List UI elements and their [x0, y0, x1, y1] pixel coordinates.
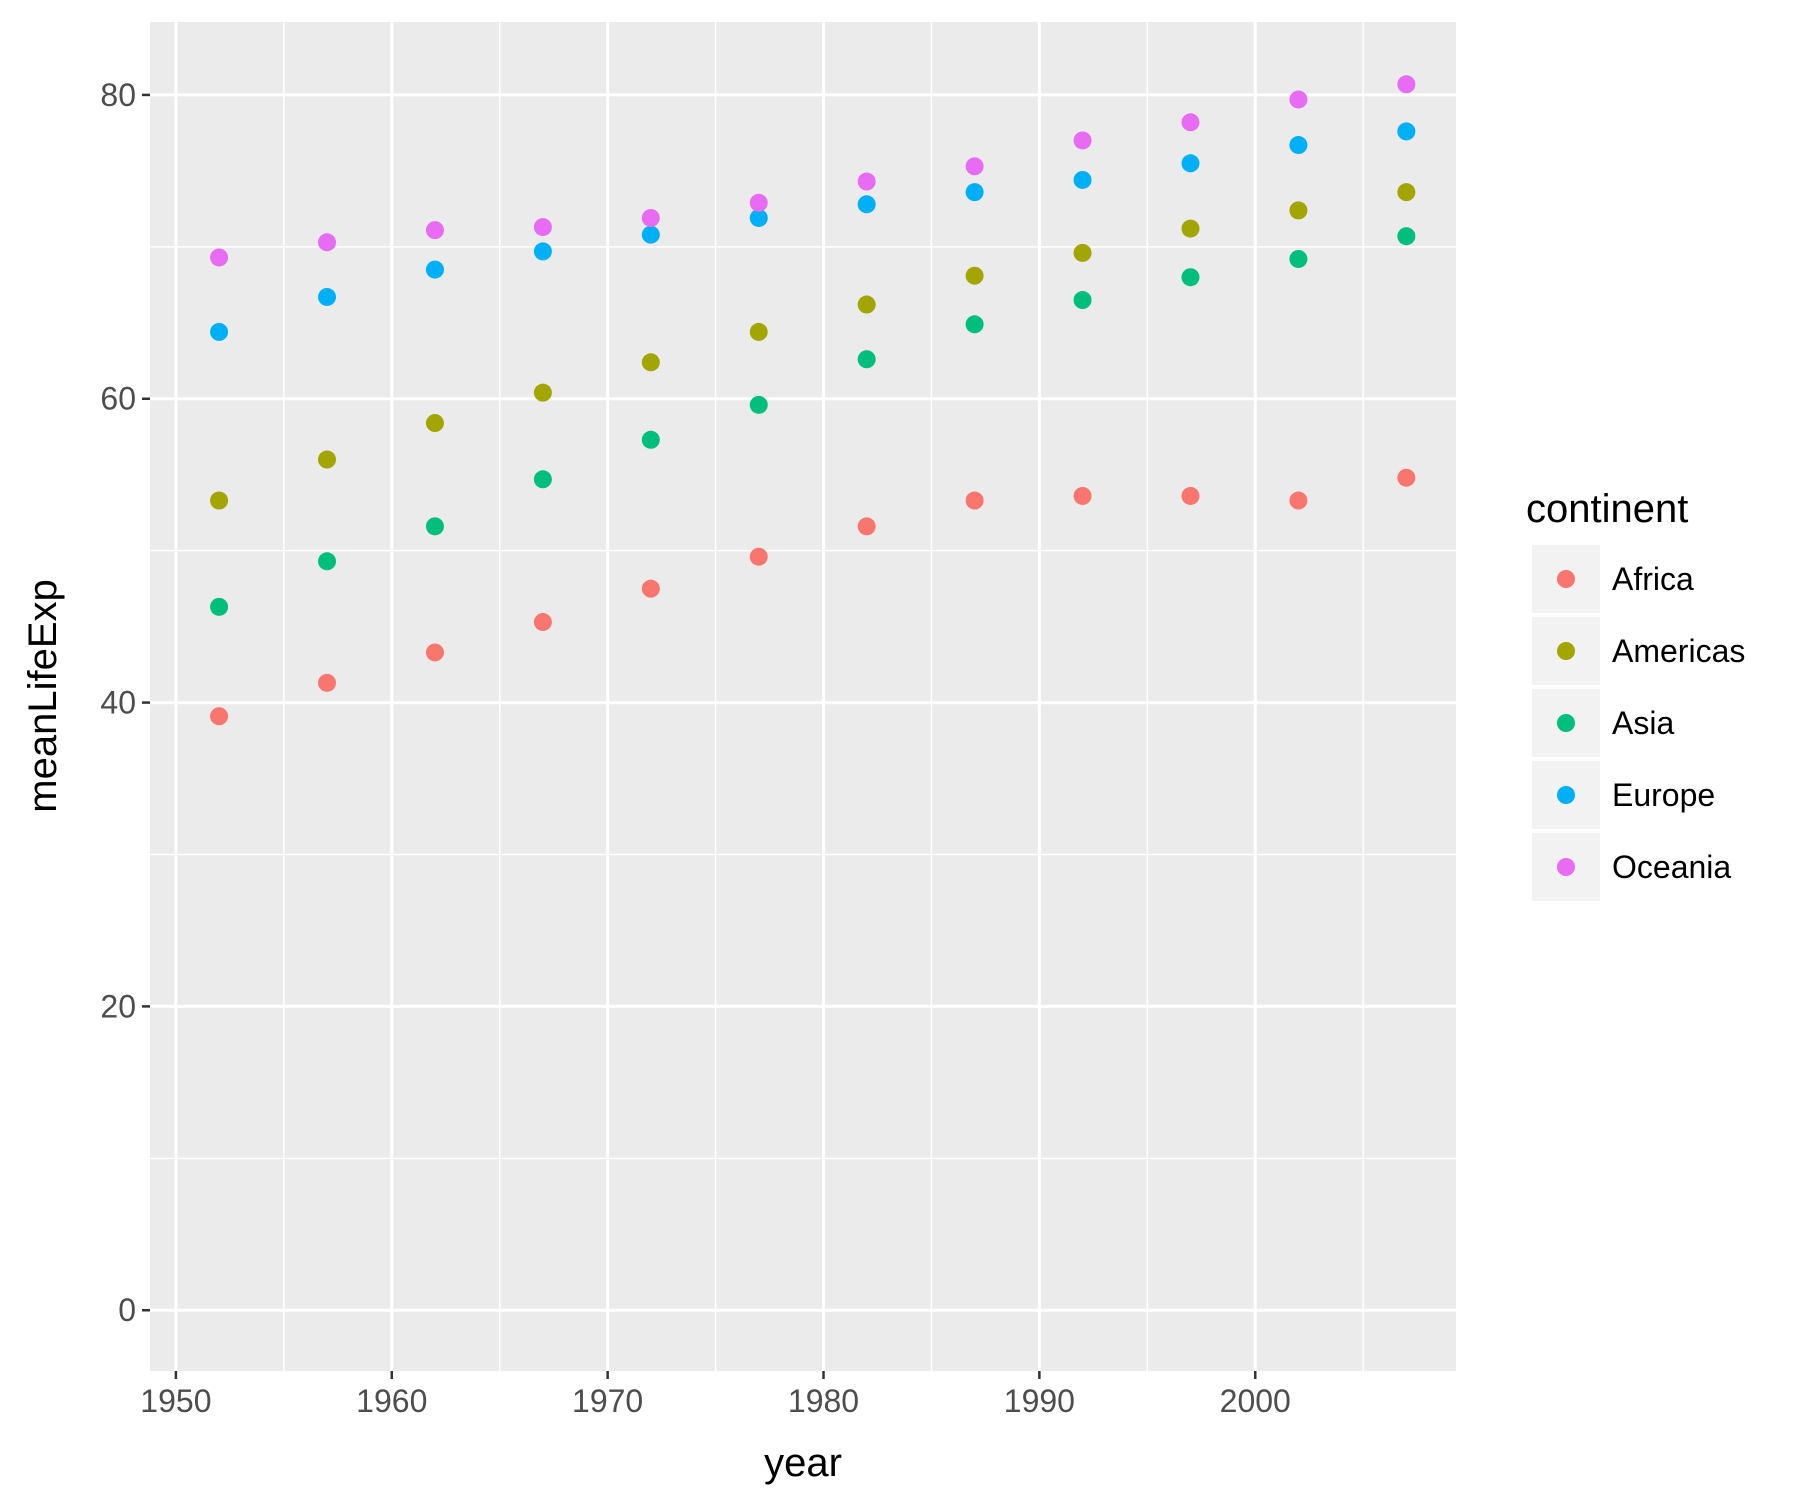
data-points: [210, 75, 1416, 726]
point-oceania: [210, 248, 229, 267]
y-tick-label: 20: [100, 988, 136, 1024]
legend-marker-europe: [1557, 786, 1575, 804]
point-europe: [749, 208, 768, 227]
point-europe: [965, 183, 984, 202]
legend-label-asia: Asia: [1612, 705, 1674, 741]
point-africa: [965, 491, 984, 510]
x-tick-label: 1950: [140, 1383, 211, 1419]
y-tick-label: 40: [100, 685, 136, 721]
point-americas: [965, 266, 984, 285]
major-gridlines: [150, 22, 1456, 1371]
x-tick-label: 1990: [1004, 1383, 1075, 1419]
y-axis: 0 20 40 60 80: [100, 77, 150, 1328]
point-africa: [533, 613, 552, 632]
y-tick-label: 60: [100, 381, 136, 417]
x-tick-label: 2000: [1220, 1383, 1291, 1419]
point-oceania: [533, 218, 552, 237]
point-asia: [1289, 249, 1308, 268]
point-americas: [1181, 219, 1200, 238]
point-americas: [857, 295, 876, 314]
point-oceania: [1181, 113, 1200, 132]
legend: continent Africa Americas Asia Europe Oceani…: [1526, 487, 1745, 901]
point-europe: [857, 195, 876, 214]
legend-label-europe: Europe: [1612, 777, 1715, 813]
point-africa: [857, 517, 876, 536]
point-europe: [1181, 154, 1200, 173]
point-asia: [533, 470, 552, 489]
point-asia: [749, 395, 768, 414]
legend-marker-americas: [1557, 642, 1575, 660]
y-tick-label: 80: [100, 77, 136, 113]
x-tick-label: 1970: [572, 1383, 643, 1419]
point-asia: [425, 517, 444, 536]
legend-label-americas: Americas: [1612, 633, 1745, 669]
point-americas: [1397, 183, 1416, 202]
point-oceania: [857, 172, 876, 191]
point-americas: [1073, 243, 1092, 262]
point-europe: [318, 287, 337, 306]
point-africa: [749, 547, 768, 566]
point-africa: [1181, 486, 1200, 505]
point-americas: [318, 450, 337, 469]
point-asia: [965, 315, 984, 334]
x-tick-label: 1980: [788, 1383, 859, 1419]
point-oceania: [965, 157, 984, 176]
point-americas: [210, 491, 229, 510]
point-americas: [533, 383, 552, 402]
point-americas: [425, 414, 444, 433]
point-europe: [210, 322, 229, 341]
point-asia: [1397, 227, 1416, 246]
point-europe: [533, 242, 552, 261]
plot-panel: [150, 22, 1456, 1371]
point-asia: [1181, 268, 1200, 287]
point-asia: [857, 350, 876, 369]
minor-gridlines: [150, 22, 1456, 1371]
point-europe: [1289, 136, 1308, 155]
point-oceania: [1073, 131, 1092, 150]
point-africa: [318, 673, 337, 692]
point-oceania: [641, 208, 660, 227]
legend-marker-africa: [1557, 570, 1575, 588]
x-tick-label: 1960: [356, 1383, 427, 1419]
point-asia: [210, 597, 229, 616]
y-axis-title: meanLifeExp: [21, 579, 65, 812]
point-americas: [749, 322, 768, 341]
point-africa: [425, 643, 444, 662]
legend-marker-asia: [1557, 714, 1575, 732]
point-oceania: [749, 193, 768, 212]
legend-label-oceania: Oceania: [1612, 849, 1731, 885]
point-americas: [1289, 201, 1308, 220]
point-europe: [641, 225, 660, 244]
point-oceania: [425, 221, 444, 240]
point-europe: [1073, 170, 1092, 189]
point-africa: [1289, 491, 1308, 510]
point-asia: [318, 552, 337, 571]
point-africa: [641, 579, 660, 598]
x-axis: 1950 1960 1970 1980 1990 2000: [140, 1371, 1291, 1419]
legend-title: continent: [1526, 487, 1688, 531]
y-tick-label: 0: [118, 1292, 136, 1328]
point-oceania: [1289, 90, 1308, 109]
point-africa: [1073, 486, 1092, 505]
legend-marker-oceania: [1557, 858, 1575, 876]
point-europe: [1397, 122, 1416, 141]
point-oceania: [1397, 75, 1416, 94]
point-africa: [1397, 468, 1416, 487]
point-africa: [210, 707, 229, 726]
point-americas: [641, 353, 660, 372]
point-europe: [425, 260, 444, 279]
point-oceania: [318, 233, 337, 252]
legend-label-africa: Africa: [1612, 561, 1694, 597]
x-axis-title: year: [764, 1441, 842, 1485]
point-asia: [1073, 291, 1092, 310]
point-asia: [641, 430, 660, 449]
